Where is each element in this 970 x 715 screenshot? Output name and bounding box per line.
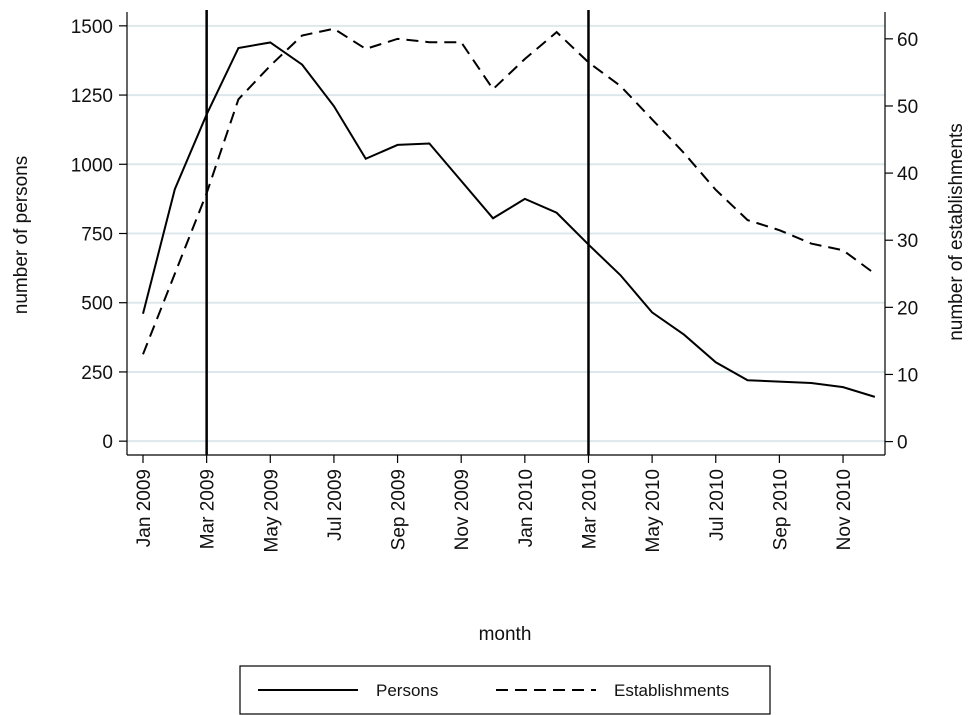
x-tick-label: Jul 2009 [325, 469, 346, 541]
x-tick-label: Mar 2010 [579, 469, 600, 549]
x-tick-label: Nov 2009 [452, 469, 473, 550]
x-tick-label: Mar 2009 [198, 469, 219, 549]
y-tick-label: 250 [81, 363, 113, 384]
y2-tick-label: 10 [897, 365, 918, 386]
y-tick-label: 1250 [71, 86, 113, 107]
y2-tick-label: 60 [897, 30, 918, 51]
x-tick-label: May 2009 [261, 469, 282, 552]
y2-tick-label: 20 [897, 298, 918, 319]
y2-tick-label: 30 [897, 231, 918, 252]
y2-tick-label: 50 [897, 97, 918, 118]
legend-label: Establishments [614, 681, 729, 700]
x-tick-label: Sep 2010 [770, 469, 791, 550]
x-tick-label: Jan 2010 [516, 469, 537, 547]
y-tick-label: 0 [102, 432, 113, 453]
x-tick-label: May 2010 [643, 469, 664, 552]
y-tick-label: 1000 [71, 155, 113, 176]
x-axis-label: month [479, 624, 532, 645]
x-tick-label: Sep 2009 [389, 469, 410, 550]
series-line [142, 41, 876, 398]
legend-label: Persons [376, 681, 438, 700]
series-line [142, 27, 876, 355]
y-tick-label: 750 [81, 225, 113, 246]
y2-tick-label: 0 [897, 433, 908, 454]
y2-axis-label: number of establishments [946, 123, 967, 341]
y2-tick-label: 40 [897, 164, 918, 185]
x-tick-label: Jul 2010 [707, 469, 728, 541]
y-axis-label: number of persons [11, 156, 32, 314]
y-tick-label: 1500 [71, 17, 113, 38]
x-tick-label: Nov 2010 [834, 469, 855, 550]
y-tick-label: 500 [81, 294, 113, 315]
x-tick-label: Jan 2009 [134, 469, 155, 547]
